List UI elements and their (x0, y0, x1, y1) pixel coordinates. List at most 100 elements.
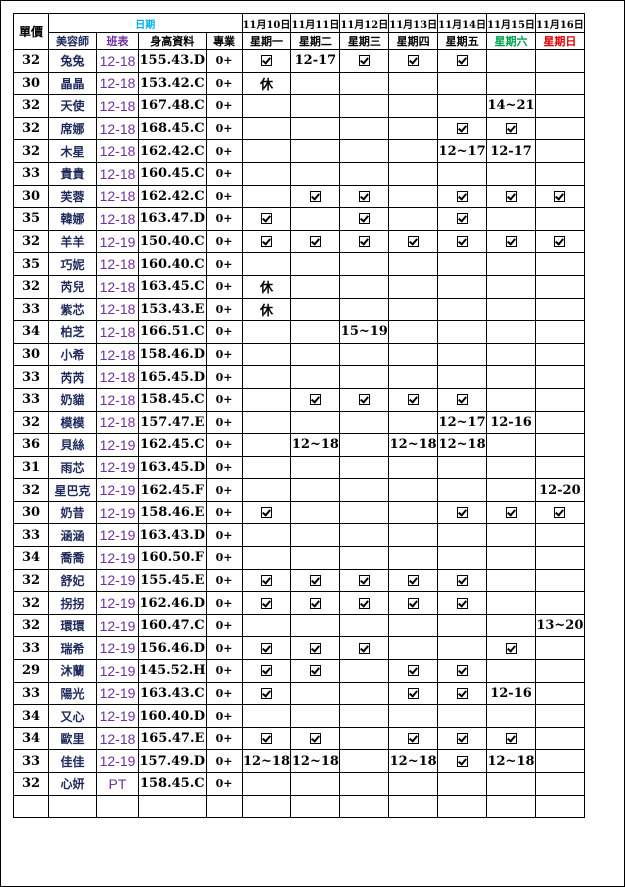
day-cell[interactable] (486, 794, 536, 819)
day-cell[interactable] (486, 613, 536, 638)
day-cell[interactable] (339, 523, 390, 548)
day-cell[interactable] (534, 161, 585, 186)
day-cell[interactable] (339, 568, 390, 593)
day-cell[interactable] (241, 320, 292, 344)
day-cell[interactable] (534, 636, 585, 661)
day-cell[interactable] (486, 387, 536, 412)
day-cell[interactable] (339, 726, 390, 751)
day-cell[interactable] (437, 794, 488, 819)
day-cell[interactable] (534, 229, 585, 254)
day-cell[interactable] (339, 546, 390, 570)
day-cell[interactable] (339, 274, 390, 299)
day-cell[interactable] (486, 726, 536, 751)
day-cell[interactable] (339, 478, 390, 502)
day-cell[interactable] (339, 433, 390, 457)
day-cell[interactable] (290, 252, 341, 276)
day-cell[interactable] (534, 320, 585, 344)
day-cell[interactable] (437, 613, 488, 638)
day-cell[interactable] (437, 184, 488, 209)
day-cell[interactable] (241, 478, 292, 502)
day-cell[interactable]: 14~21 (486, 94, 536, 118)
day-cell[interactable]: 12~18 (486, 749, 536, 773)
day-cell[interactable] (339, 455, 390, 480)
day-cell[interactable] (290, 726, 341, 751)
day-cell[interactable] (388, 387, 439, 412)
day-cell[interactable] (437, 116, 488, 141)
day-cell[interactable] (388, 794, 439, 819)
day-cell[interactable] (534, 523, 585, 548)
day-cell[interactable] (290, 613, 341, 638)
day-cell[interactable] (290, 229, 341, 254)
day-cell[interactable] (339, 387, 390, 412)
day-cell[interactable] (339, 636, 390, 661)
day-cell[interactable]: 12~18 (290, 749, 341, 773)
day-cell[interactable] (290, 568, 341, 593)
day-cell[interactable] (388, 365, 439, 389)
day-cell[interactable] (241, 161, 292, 186)
day-cell[interactable] (486, 704, 536, 728)
day-cell[interactable]: 13~20 (534, 613, 585, 638)
day-cell[interactable] (486, 252, 536, 276)
day-cell[interactable] (534, 794, 585, 819)
day-cell[interactable] (241, 365, 292, 389)
day-cell[interactable] (534, 772, 585, 796)
day-cell[interactable] (486, 297, 536, 322)
day-cell[interactable] (388, 568, 439, 593)
day-cell[interactable] (290, 207, 341, 231)
day-cell[interactable] (290, 659, 341, 683)
day-cell[interactable] (437, 478, 488, 502)
day-cell[interactable] (534, 681, 585, 706)
day-cell[interactable] (241, 207, 292, 231)
day-cell[interactable] (486, 591, 536, 615)
day-cell[interactable] (290, 116, 341, 141)
day-cell[interactable] (388, 478, 439, 502)
day-cell[interactable] (290, 274, 341, 299)
day-cell[interactable] (486, 433, 536, 457)
day-cell[interactable] (437, 94, 488, 118)
day-cell[interactable] (486, 455, 536, 480)
day-cell[interactable]: 12~18 (388, 433, 439, 457)
day-cell[interactable] (241, 546, 292, 570)
day-cell[interactable] (388, 726, 439, 751)
day-cell[interactable] (486, 274, 536, 299)
day-cell[interactable] (437, 342, 488, 367)
day-cell[interactable]: 12~18 (437, 433, 488, 457)
day-cell[interactable] (486, 161, 536, 186)
day-cell[interactable] (486, 71, 536, 96)
day-cell[interactable] (241, 433, 292, 457)
day-cell[interactable] (388, 184, 439, 209)
day-cell[interactable] (388, 320, 439, 344)
day-cell[interactable] (388, 636, 439, 661)
day-cell[interactable] (241, 139, 292, 163)
day-cell[interactable] (388, 116, 439, 141)
day-cell[interactable]: 12~17 (437, 410, 488, 435)
day-cell[interactable] (339, 297, 390, 322)
day-cell[interactable] (437, 568, 488, 593)
day-cell[interactable] (241, 410, 292, 435)
day-cell[interactable] (339, 207, 390, 231)
day-cell[interactable]: 12~17 (437, 139, 488, 163)
day-cell[interactable] (388, 410, 439, 435)
day-cell[interactable] (437, 772, 488, 796)
day-cell[interactable] (437, 749, 488, 773)
day-cell[interactable] (534, 546, 585, 570)
day-cell[interactable] (241, 681, 292, 706)
day-cell[interactable] (290, 342, 341, 367)
day-cell[interactable] (388, 455, 439, 480)
day-cell[interactable] (290, 297, 341, 322)
day-cell[interactable] (437, 500, 488, 525)
day-cell[interactable] (241, 704, 292, 728)
day-cell[interactable] (534, 433, 585, 457)
day-cell[interactable] (241, 772, 292, 796)
day-cell[interactable] (339, 772, 390, 796)
day-cell[interactable] (290, 161, 341, 186)
day-cell[interactable] (290, 139, 341, 163)
day-cell[interactable] (339, 139, 390, 163)
day-cell[interactable] (534, 342, 585, 367)
day-cell[interactable] (290, 94, 341, 118)
day-cell[interactable] (388, 49, 439, 73)
day-cell[interactable] (437, 297, 488, 322)
day-cell[interactable] (241, 523, 292, 548)
day-cell[interactable] (241, 500, 292, 525)
day-cell[interactable] (437, 704, 488, 728)
